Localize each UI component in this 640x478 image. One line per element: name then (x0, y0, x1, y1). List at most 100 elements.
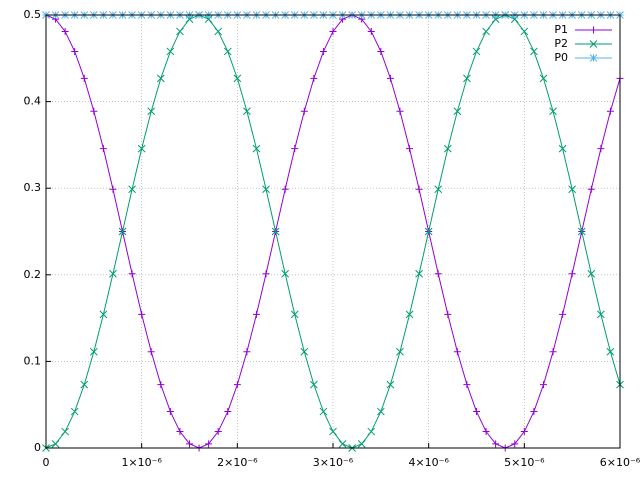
point-marker (376, 407, 385, 416)
point-marker (511, 440, 519, 448)
y-tick-label: 0.2 (24, 268, 42, 281)
point-marker (128, 185, 136, 194)
point-marker (281, 269, 290, 278)
point-marker (520, 27, 529, 36)
point-marker (587, 185, 595, 193)
point-marker (568, 270, 576, 278)
point-marker (530, 47, 538, 56)
point-marker (415, 185, 423, 193)
point-marker (463, 74, 471, 83)
point-marker (453, 348, 461, 356)
point-marker (99, 145, 107, 153)
point-marker (214, 27, 223, 36)
point-marker (252, 310, 260, 318)
point-marker (482, 428, 490, 436)
point-marker (90, 107, 98, 115)
x-tick-label: 3×10⁻⁶ (313, 456, 354, 469)
point-marker (405, 310, 414, 319)
point-marker (80, 74, 88, 82)
point-marker (156, 74, 165, 83)
legend-label: P1 (554, 23, 568, 36)
point-marker (377, 47, 385, 55)
point-marker (224, 408, 232, 416)
point-marker (386, 74, 394, 82)
point-marker (300, 107, 308, 115)
point-marker (166, 408, 174, 416)
legend-marker (589, 40, 598, 48)
point-marker (406, 145, 414, 153)
point-marker (89, 347, 98, 356)
point-marker (329, 427, 337, 436)
point-marker (367, 427, 376, 436)
point-marker (176, 27, 184, 36)
point-marker (61, 427, 69, 436)
point-marker (443, 144, 452, 153)
x-tick-label: 2×10⁻⁶ (217, 456, 258, 469)
point-marker (118, 227, 127, 236)
point-marker (549, 348, 557, 356)
point-marker (233, 74, 242, 83)
point-marker (262, 185, 270, 194)
point-marker (549, 107, 557, 116)
point-marker (453, 107, 462, 116)
point-marker (223, 47, 232, 56)
point-marker (568, 185, 577, 194)
point-marker (559, 310, 567, 318)
point-marker (271, 227, 280, 236)
grid (46, 15, 620, 448)
point-marker (147, 348, 155, 356)
legend-label: P2 (554, 37, 568, 50)
point-marker (147, 107, 156, 116)
point-marker (319, 47, 327, 55)
point-marker (109, 185, 117, 193)
point-marker (472, 47, 481, 56)
point-marker (71, 47, 79, 55)
point-marker (597, 145, 605, 153)
point-marker (539, 74, 548, 83)
point-marker (80, 380, 89, 389)
point-marker (281, 185, 289, 193)
point-marker (262, 270, 270, 278)
point-marker (434, 185, 443, 194)
point-marker (166, 47, 175, 56)
point-marker (492, 440, 500, 448)
y-tick-label: 0 (34, 441, 41, 454)
point-marker (310, 380, 318, 389)
point-marker (386, 380, 395, 389)
point-marker (290, 310, 299, 319)
point-marker (157, 381, 165, 389)
point-marker (329, 27, 337, 35)
legend-label: P0 (554, 51, 568, 64)
point-marker (606, 107, 614, 115)
point-marker (357, 439, 366, 448)
y-tick-label: 0.3 (24, 181, 42, 194)
point-marker (530, 408, 538, 416)
point-marker (463, 381, 471, 389)
point-marker (214, 428, 222, 436)
y-tick-label: 0.1 (24, 354, 42, 367)
point-marker (137, 144, 146, 153)
point-marker (424, 227, 433, 236)
point-marker (109, 269, 117, 278)
point-marker (61, 27, 69, 35)
point-marker (51, 439, 60, 448)
x-tick-label: 0 (43, 456, 50, 469)
point-marker (338, 439, 347, 448)
point-marker (577, 227, 586, 236)
point-marker (473, 408, 480, 416)
point-marker (176, 428, 184, 436)
point-marker (396, 107, 404, 115)
point-marker (128, 270, 136, 278)
point-marker (233, 381, 241, 389)
x-tick-label: 6×10⁻⁶ (600, 456, 640, 469)
point-marker (319, 407, 328, 416)
point-marker (99, 310, 108, 319)
point-marker (539, 381, 547, 389)
y-tick-label: 0.4 (24, 95, 42, 108)
point-marker (70, 407, 79, 416)
point-marker (558, 144, 567, 153)
point-marker (587, 269, 596, 278)
